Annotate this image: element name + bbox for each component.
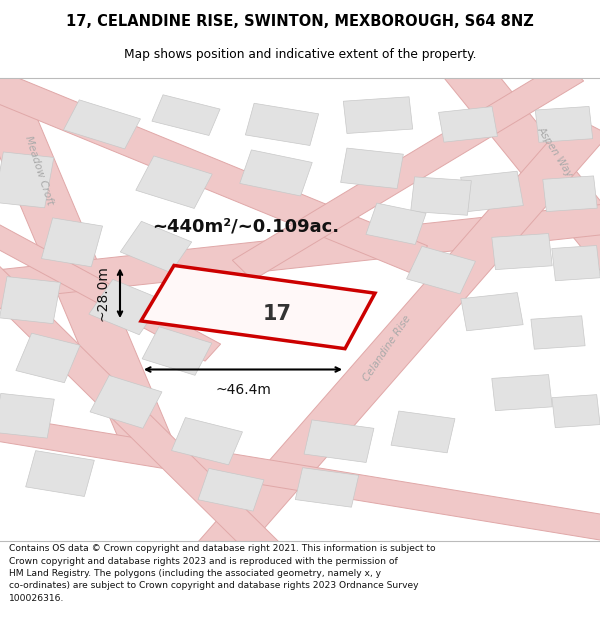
Polygon shape — [461, 292, 523, 331]
Text: Aspen Way: Aspen Way — [536, 125, 574, 179]
Polygon shape — [152, 95, 220, 136]
Text: Contains OS data © Crown copyright and database right 2021. This information is : Contains OS data © Crown copyright and d… — [9, 544, 436, 603]
Text: Meadow Croft: Meadow Croft — [23, 135, 55, 206]
Polygon shape — [26, 451, 94, 496]
Polygon shape — [90, 376, 162, 428]
Polygon shape — [89, 279, 163, 335]
Polygon shape — [172, 418, 242, 465]
Polygon shape — [0, 216, 281, 560]
Polygon shape — [232, 61, 584, 280]
Polygon shape — [410, 177, 472, 215]
Polygon shape — [492, 234, 552, 269]
Text: ~46.4m: ~46.4m — [215, 383, 271, 398]
Polygon shape — [245, 103, 319, 146]
Polygon shape — [391, 411, 455, 453]
Polygon shape — [120, 221, 192, 272]
Polygon shape — [407, 246, 475, 294]
Polygon shape — [552, 246, 600, 281]
Polygon shape — [543, 176, 597, 212]
Polygon shape — [341, 148, 403, 189]
Text: Celandine Rise: Celandine Rise — [361, 314, 413, 384]
Polygon shape — [531, 316, 585, 349]
Polygon shape — [439, 107, 497, 142]
Polygon shape — [0, 393, 54, 438]
Polygon shape — [295, 468, 359, 508]
Polygon shape — [366, 203, 426, 244]
Polygon shape — [0, 190, 600, 322]
Polygon shape — [0, 152, 54, 208]
Polygon shape — [343, 97, 413, 134]
Text: ~28.0m: ~28.0m — [95, 265, 109, 321]
Polygon shape — [64, 100, 140, 149]
Text: Map shows position and indicative extent of the property.: Map shows position and indicative extent… — [124, 48, 476, 61]
Text: 17: 17 — [262, 304, 291, 324]
Polygon shape — [535, 106, 593, 142]
Polygon shape — [141, 266, 375, 349]
Polygon shape — [0, 401, 600, 551]
Text: 17, CELANDINE RISE, SWINTON, MEXBOROUGH, S64 8NZ: 17, CELANDINE RISE, SWINTON, MEXBOROUGH,… — [66, 14, 534, 29]
Polygon shape — [41, 218, 103, 267]
Polygon shape — [0, 277, 61, 324]
Polygon shape — [492, 374, 552, 411]
Text: ~440m²/~0.109ac.: ~440m²/~0.109ac. — [152, 217, 340, 235]
Polygon shape — [136, 156, 212, 208]
Polygon shape — [0, 211, 221, 361]
Polygon shape — [552, 394, 600, 428]
Polygon shape — [16, 333, 80, 382]
Polygon shape — [198, 468, 264, 511]
Polygon shape — [461, 171, 523, 212]
Polygon shape — [142, 327, 212, 375]
Polygon shape — [385, 0, 600, 338]
Polygon shape — [240, 150, 312, 196]
Polygon shape — [304, 420, 374, 462]
Polygon shape — [135, 115, 600, 625]
Polygon shape — [0, 51, 428, 272]
Polygon shape — [0, 0, 174, 456]
